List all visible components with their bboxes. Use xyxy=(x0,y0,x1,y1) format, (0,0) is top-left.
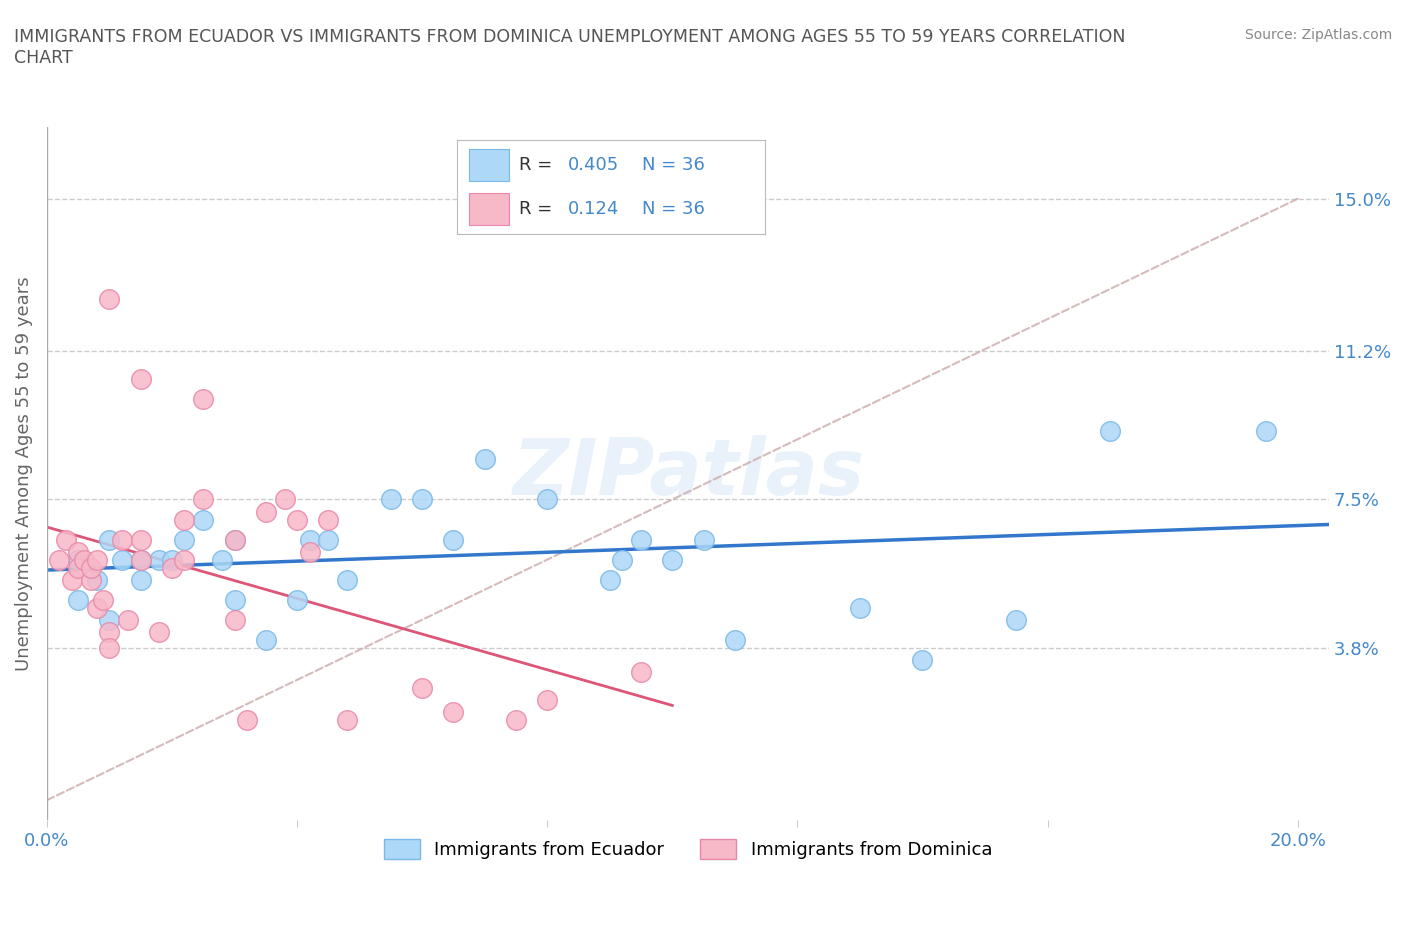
Point xyxy=(67,560,90,575)
Point xyxy=(724,632,747,647)
Point xyxy=(599,572,621,587)
Text: ZIPatlas: ZIPatlas xyxy=(512,435,865,512)
Point xyxy=(273,492,295,507)
Point xyxy=(160,552,183,567)
Point xyxy=(612,552,634,567)
Point xyxy=(86,572,108,587)
Point xyxy=(148,624,170,639)
Point xyxy=(48,552,70,567)
Point xyxy=(98,641,121,656)
Text: Source: ZipAtlas.com: Source: ZipAtlas.com xyxy=(1244,28,1392,42)
Point xyxy=(224,592,246,607)
Point xyxy=(336,712,359,727)
Point xyxy=(79,560,101,575)
Point xyxy=(129,552,152,567)
Point xyxy=(173,512,195,527)
Point xyxy=(536,492,558,507)
Point xyxy=(1005,612,1028,627)
Point xyxy=(67,592,90,607)
Point xyxy=(1099,424,1122,439)
Point xyxy=(173,552,195,567)
Point xyxy=(911,653,934,668)
Point xyxy=(86,552,108,567)
Point xyxy=(1256,424,1278,439)
Point xyxy=(380,492,402,507)
Point xyxy=(441,705,464,720)
Point xyxy=(98,624,121,639)
Point xyxy=(129,572,152,587)
Point xyxy=(79,572,101,587)
Point xyxy=(160,560,183,575)
Point xyxy=(91,592,114,607)
Point xyxy=(211,552,233,567)
Point xyxy=(129,372,152,387)
Point xyxy=(193,512,215,527)
Point xyxy=(60,572,83,587)
Point xyxy=(148,552,170,567)
Point xyxy=(86,600,108,615)
Point xyxy=(117,612,139,627)
Point xyxy=(224,532,246,547)
Point xyxy=(173,532,195,547)
Point xyxy=(692,532,714,547)
Point xyxy=(224,612,246,627)
Point xyxy=(336,572,359,587)
Point xyxy=(193,392,215,406)
Point xyxy=(411,492,433,507)
Point xyxy=(318,512,340,527)
Point xyxy=(98,612,121,627)
Legend: Immigrants from Ecuador, Immigrants from Dominica: Immigrants from Ecuador, Immigrants from… xyxy=(377,831,1000,867)
Point xyxy=(630,664,652,679)
Point xyxy=(98,532,121,547)
Point xyxy=(129,552,152,567)
Point xyxy=(67,552,90,567)
Point xyxy=(236,712,259,727)
Point xyxy=(129,532,152,547)
Point xyxy=(285,592,308,607)
Point xyxy=(254,504,277,519)
Point xyxy=(55,532,77,547)
Text: IMMIGRANTS FROM ECUADOR VS IMMIGRANTS FROM DOMINICA UNEMPLOYMENT AMONG AGES 55 T: IMMIGRANTS FROM ECUADOR VS IMMIGRANTS FR… xyxy=(14,28,1126,67)
Point xyxy=(224,532,246,547)
Y-axis label: Unemployment Among Ages 55 to 59 years: Unemployment Among Ages 55 to 59 years xyxy=(15,276,32,671)
Point xyxy=(298,544,321,559)
Point xyxy=(298,532,321,547)
Point xyxy=(318,532,340,547)
Point xyxy=(849,600,872,615)
Point xyxy=(73,552,96,567)
Point xyxy=(630,532,652,547)
Point xyxy=(505,712,527,727)
Point xyxy=(411,681,433,696)
Point xyxy=(98,292,121,307)
Point xyxy=(536,693,558,708)
Point xyxy=(441,532,464,547)
Point xyxy=(111,532,134,547)
Point xyxy=(254,632,277,647)
Point xyxy=(285,512,308,527)
Point xyxy=(111,552,134,567)
Point xyxy=(67,544,90,559)
Point xyxy=(474,452,496,467)
Point xyxy=(193,492,215,507)
Point xyxy=(661,552,683,567)
